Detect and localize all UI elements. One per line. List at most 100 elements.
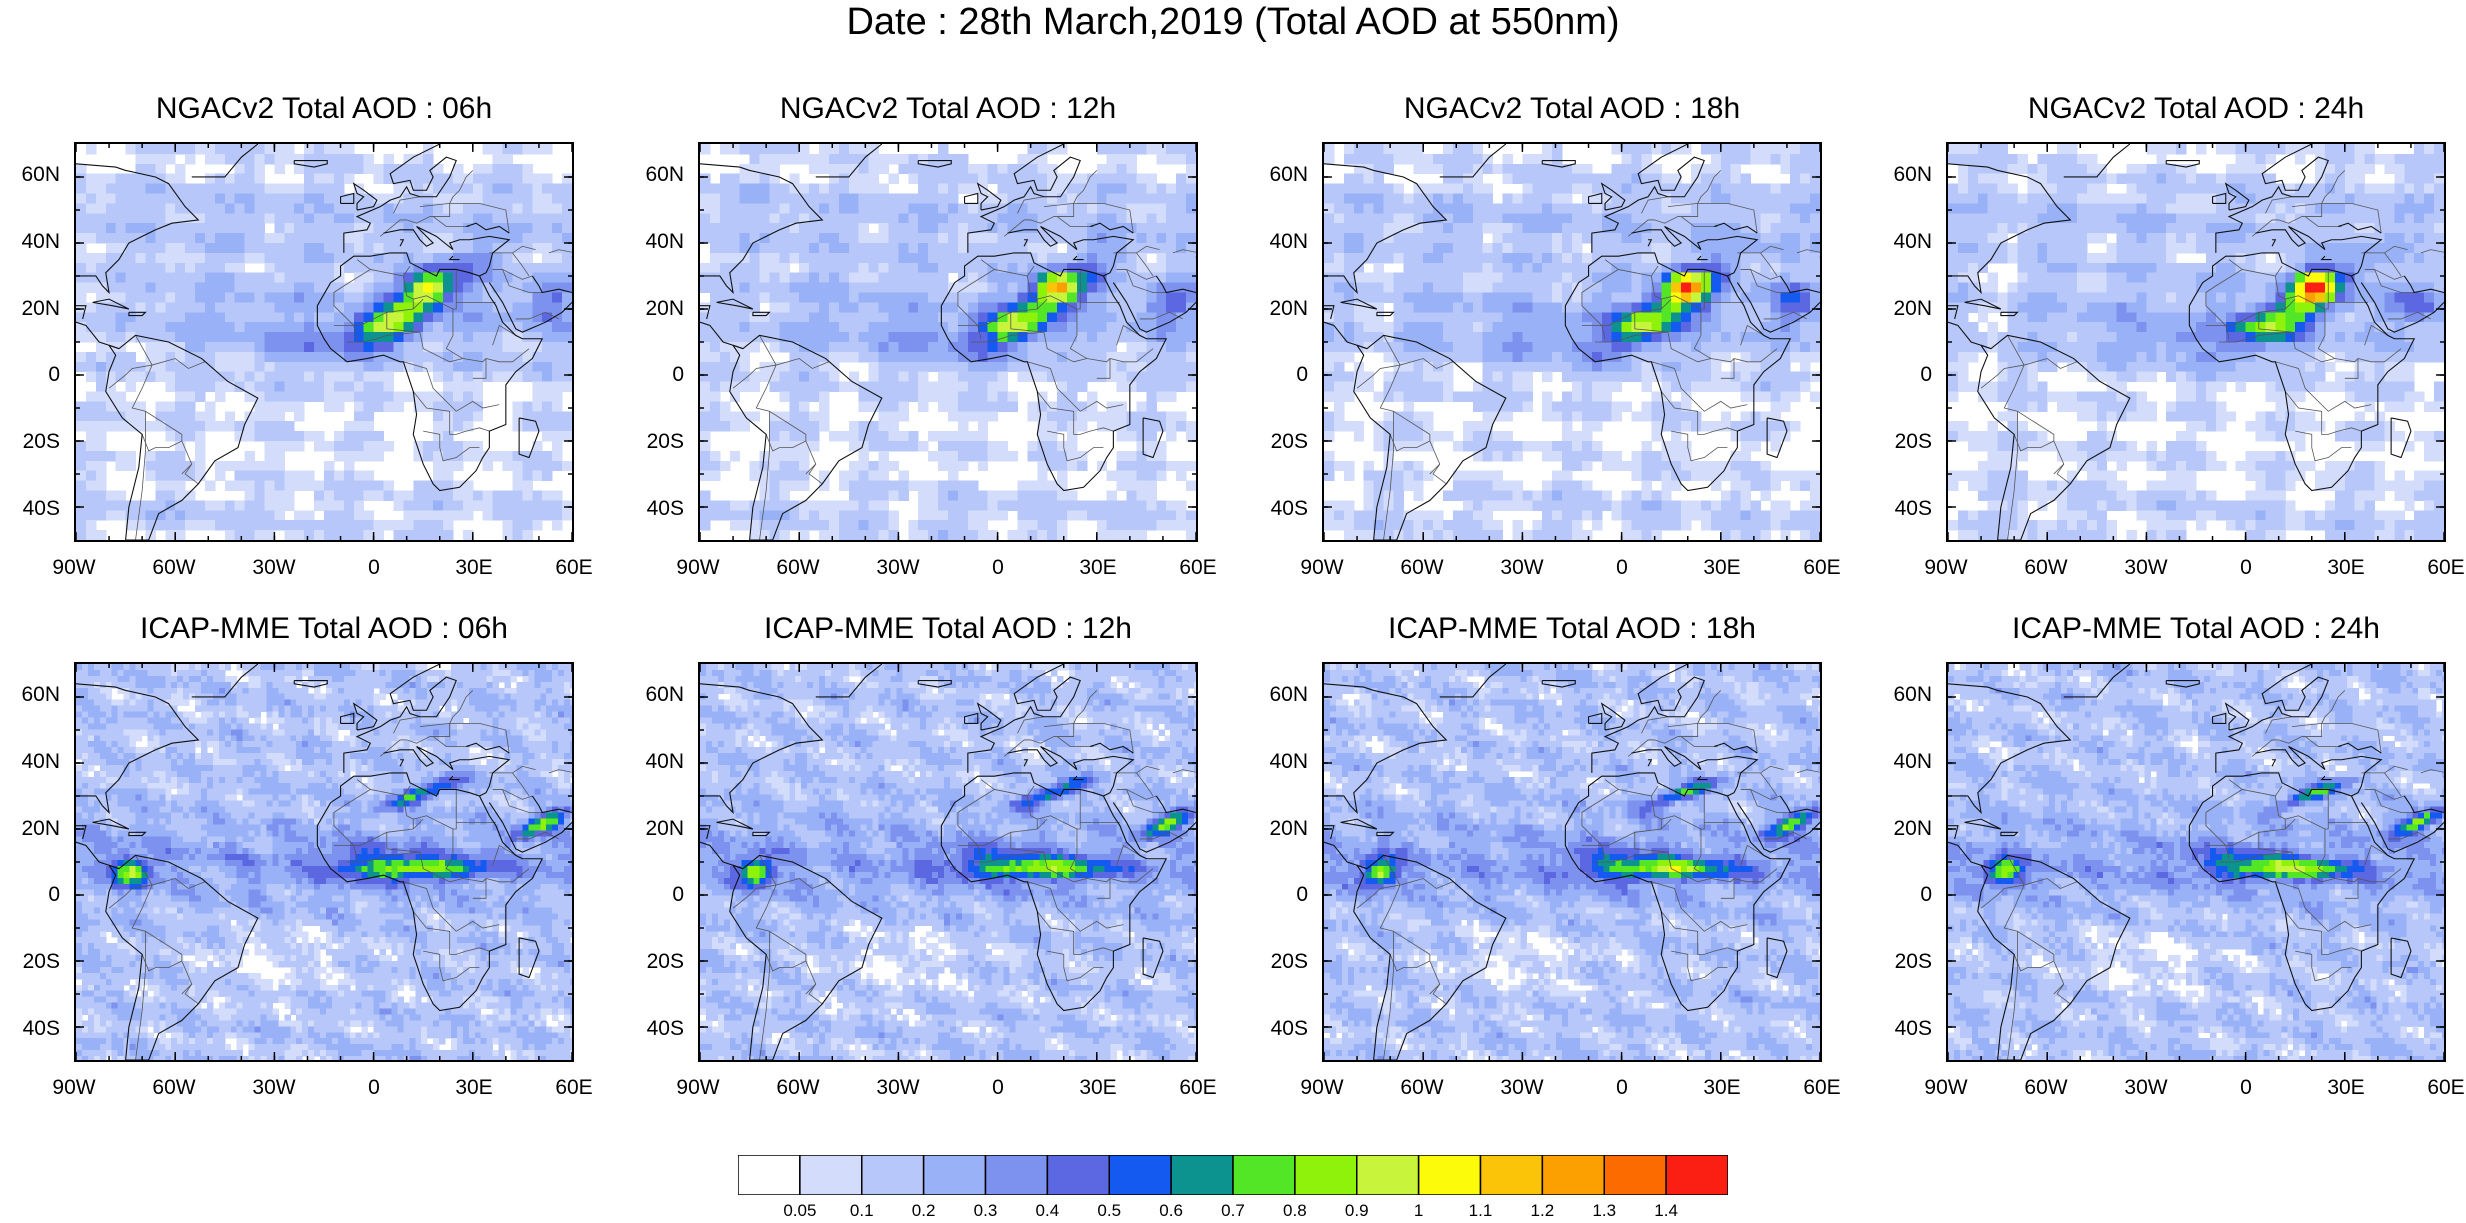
colorbar-bin [1295, 1155, 1357, 1195]
longitude-label: 30W [239, 556, 309, 580]
latitude-label: 20S [0, 430, 60, 454]
map-panel [1946, 142, 2446, 542]
aod-field-map [1948, 144, 2444, 540]
colorbar-tick-label: 1.1 [1451, 1201, 1511, 1221]
latitude-label: 40N [1872, 750, 1932, 774]
latitude-label: 60N [1248, 163, 1308, 187]
latitude-label: 40S [1248, 497, 1308, 521]
latitude-label: 40S [624, 497, 684, 521]
longitude-label: 30E [1687, 1076, 1757, 1100]
colorbar-tick-label: 1 [1389, 1201, 1449, 1221]
colorbar-bin [800, 1155, 862, 1195]
panel-title: ICAP-MME Total AOD : 24h [1886, 612, 2466, 646]
colorbar-bin [924, 1155, 986, 1195]
longitude-label: 30W [1487, 1076, 1557, 1100]
longitude-label: 0 [339, 1076, 409, 1100]
longitude-label: 0 [963, 1076, 1033, 1100]
colorbar-tick-label: 0.5 [1079, 1201, 1139, 1221]
colorbar-bin [862, 1155, 924, 1195]
longitude-label: 30W [863, 1076, 933, 1100]
latitude-label: 40S [624, 1017, 684, 1041]
colorbar-tick-label: 0.7 [1203, 1201, 1263, 1221]
longitude-label: 90W [1287, 1076, 1357, 1100]
figure-title: Date : 28th March,2019 (Total AOD at 550… [0, 0, 2466, 44]
aod-field-map [700, 144, 1196, 540]
longitude-label: 60W [139, 1076, 209, 1100]
panel-title: NGACv2 Total AOD : 24h [1886, 92, 2466, 126]
latitude-label: 20N [624, 817, 684, 841]
colorbar-bin [1171, 1155, 1233, 1195]
latitude-label: 40N [624, 230, 684, 254]
map-panel [1322, 662, 1822, 1062]
longitude-label: 90W [39, 556, 109, 580]
aod-field [700, 664, 1196, 1060]
latitude-label: 40N [1248, 230, 1308, 254]
colorbar-tick-label: 0.9 [1327, 1201, 1387, 1221]
latitude-label: 40N [1872, 230, 1932, 254]
longitude-label: 30E [1063, 1076, 1133, 1100]
latitude-label: 40N [624, 750, 684, 774]
longitude-label: 60E [1163, 556, 1233, 580]
aod-field-map [76, 664, 572, 1060]
colorbar-bin [1666, 1155, 1728, 1195]
latitude-label: 20S [1248, 430, 1308, 454]
panel-title: ICAP-MME Total AOD : 12h [638, 612, 1258, 646]
longitude-label: 60E [539, 1076, 609, 1100]
latitude-label: 20S [1248, 950, 1308, 974]
aod-field [1324, 664, 1820, 1060]
colorbar-bin [1542, 1155, 1604, 1195]
latitude-label: 20S [1872, 950, 1932, 974]
latitude-label: 40S [0, 1017, 60, 1041]
longitude-label: 60W [763, 556, 833, 580]
latitude-label: 60N [1248, 683, 1308, 707]
latitude-label: 0 [624, 883, 684, 907]
longitude-label: 60W [2011, 556, 2081, 580]
longitude-label: 30W [239, 1076, 309, 1100]
longitude-label: 0 [339, 556, 409, 580]
latitude-label: 20S [0, 950, 60, 974]
longitude-label: 90W [663, 1076, 733, 1100]
latitude-label: 20N [1248, 817, 1308, 841]
map-panel [74, 142, 574, 542]
latitude-label: 20N [1872, 817, 1932, 841]
map-panel [698, 662, 1198, 1062]
latitude-label: 0 [1872, 363, 1932, 387]
longitude-label: 0 [1587, 556, 1657, 580]
aod-field [1948, 664, 2444, 1060]
latitude-label: 0 [1248, 363, 1308, 387]
longitude-label: 60W [763, 1076, 833, 1100]
longitude-label: 60W [1387, 556, 1457, 580]
latitude-label: 40S [1872, 1017, 1932, 1041]
latitude-label: 20S [624, 950, 684, 974]
aod-field-map [76, 144, 572, 540]
colorbar-bin [1109, 1155, 1171, 1195]
longitude-label: 30E [1063, 556, 1133, 580]
map-panel [74, 662, 574, 1062]
colorbar-tick-label: 0.2 [894, 1201, 954, 1221]
longitude-label: 90W [1911, 556, 1981, 580]
longitude-label: 60E [1787, 556, 1857, 580]
longitude-label: 60E [1787, 1076, 1857, 1100]
colorbar-tick-label: 0.4 [1017, 1201, 1077, 1221]
colorbar-bin [1604, 1155, 1666, 1195]
colorbar-bin [1357, 1155, 1419, 1195]
latitude-label: 60N [0, 683, 60, 707]
longitude-label: 60E [1163, 1076, 1233, 1100]
longitude-label: 0 [2211, 556, 2281, 580]
longitude-label: 60W [2011, 1076, 2081, 1100]
latitude-label: 0 [1872, 883, 1932, 907]
latitude-label: 20N [0, 297, 60, 321]
colorbar-tick-label: 0.3 [956, 1201, 1016, 1221]
longitude-label: 60E [539, 556, 609, 580]
aod-field [700, 144, 1196, 540]
latitude-label: 40S [0, 497, 60, 521]
latitude-label: 0 [1248, 883, 1308, 907]
map-panel [1946, 662, 2446, 1062]
longitude-label: 30W [1487, 556, 1557, 580]
latitude-label: 20N [624, 297, 684, 321]
colorbar-tick-label: 0.6 [1141, 1201, 1201, 1221]
latitude-label: 20N [1872, 297, 1932, 321]
latitude-label: 40N [1248, 750, 1308, 774]
latitude-label: 60N [1872, 683, 1932, 707]
longitude-label: 60W [1387, 1076, 1457, 1100]
